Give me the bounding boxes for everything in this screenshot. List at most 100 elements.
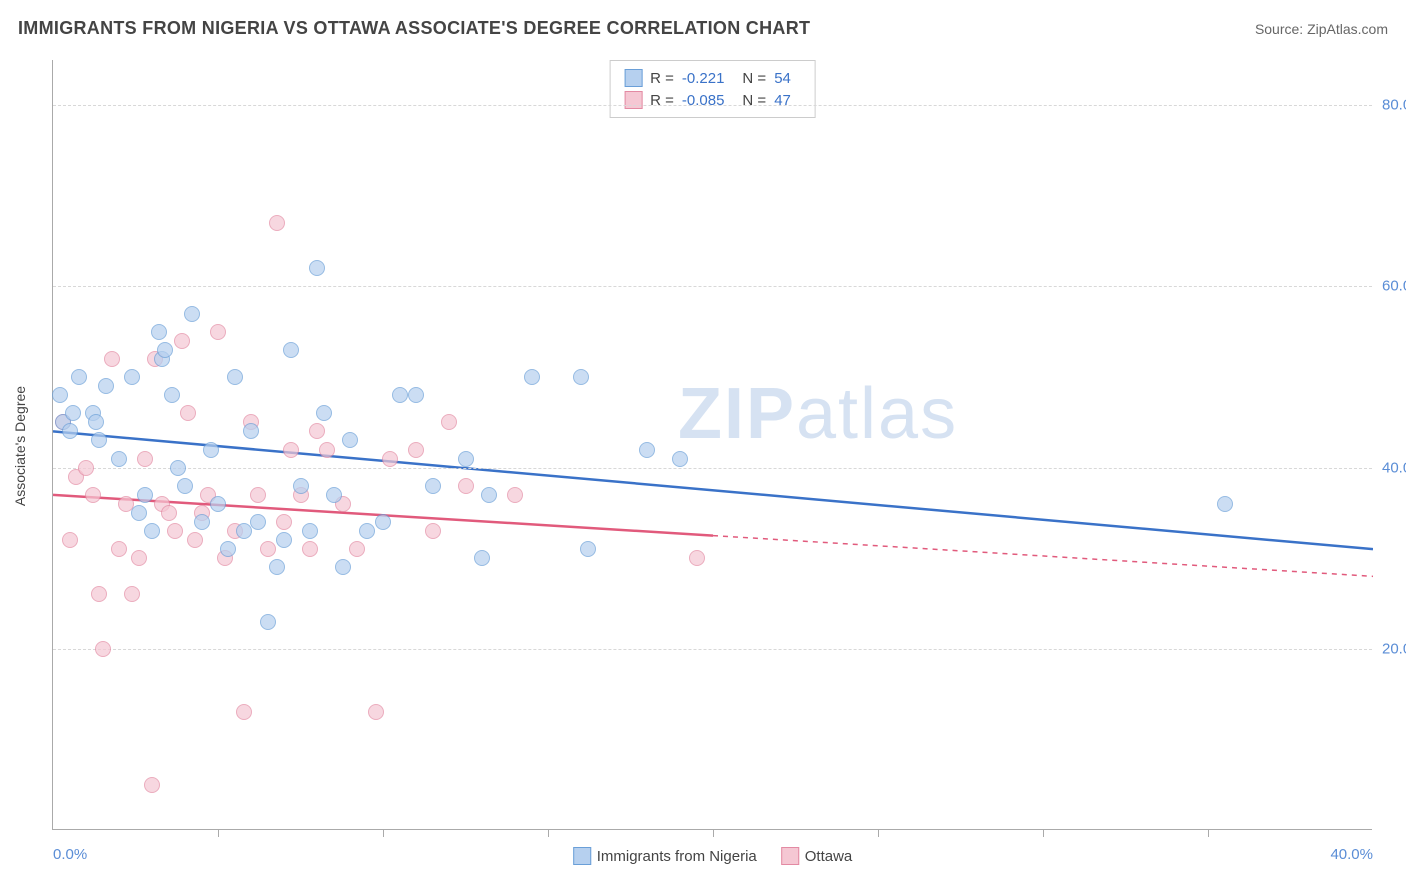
data-point-nigeria — [573, 369, 589, 385]
data-point-ottawa — [260, 541, 276, 557]
data-point-ottawa — [210, 324, 226, 340]
data-point-ottawa — [95, 641, 111, 657]
x-tick — [1208, 829, 1209, 837]
data-point-nigeria — [131, 505, 147, 521]
data-point-nigeria — [375, 514, 391, 530]
stats-panel: R = -0.221 N = 54 R =-0.085N =47 — [609, 60, 816, 118]
y-tick-label: 20.0% — [1382, 640, 1406, 657]
data-point-nigeria — [408, 387, 424, 403]
gridline — [53, 468, 1372, 469]
data-point-ottawa — [104, 351, 120, 367]
watermark-light: atlas — [796, 374, 958, 454]
data-point-ottawa — [78, 460, 94, 476]
data-point-nigeria — [98, 378, 114, 394]
legend-swatch — [624, 91, 642, 109]
data-point-ottawa — [458, 478, 474, 494]
data-point-nigeria — [170, 460, 186, 476]
x-tick — [383, 829, 384, 837]
data-point-nigeria — [425, 478, 441, 494]
data-point-nigeria — [203, 442, 219, 458]
legend-item: Immigrants from Nigeria — [573, 847, 757, 865]
chart-container: IMMIGRANTS FROM NIGERIA VS OTTAWA ASSOCI… — [0, 0, 1406, 892]
data-point-nigeria — [124, 369, 140, 385]
data-point-nigeria — [1217, 496, 1233, 512]
legend-item: Ottawa — [781, 847, 853, 865]
data-point-nigeria — [293, 478, 309, 494]
data-point-ottawa — [425, 523, 441, 539]
data-point-nigeria — [157, 342, 173, 358]
data-point-nigeria — [151, 324, 167, 340]
x-tick — [1043, 829, 1044, 837]
gridline — [53, 286, 1372, 287]
data-point-nigeria — [335, 559, 351, 575]
x-tick — [218, 829, 219, 837]
data-point-ottawa — [137, 451, 153, 467]
data-point-nigeria — [481, 487, 497, 503]
data-point-ottawa — [250, 487, 266, 503]
data-point-nigeria — [302, 523, 318, 539]
x-tick — [713, 829, 714, 837]
data-point-ottawa — [131, 550, 147, 566]
data-point-ottawa — [408, 442, 424, 458]
r-value: -0.221 — [682, 70, 725, 87]
data-point-ottawa — [161, 505, 177, 521]
data-point-nigeria — [276, 532, 292, 548]
data-point-nigeria — [144, 523, 160, 539]
gridline — [53, 649, 1372, 650]
data-point-nigeria — [184, 306, 200, 322]
legend-bottom: Immigrants from Nigeria Ottawa — [573, 847, 853, 865]
data-point-nigeria — [316, 405, 332, 421]
data-point-ottawa — [167, 523, 183, 539]
y-tick-label: 80.0% — [1382, 97, 1406, 114]
data-point-ottawa — [236, 704, 252, 720]
data-point-nigeria — [177, 478, 193, 494]
data-point-ottawa — [269, 215, 285, 231]
legend-swatch — [624, 69, 642, 87]
data-point-ottawa — [319, 442, 335, 458]
data-point-ottawa — [689, 550, 705, 566]
header-row: IMMIGRANTS FROM NIGERIA VS OTTAWA ASSOCI… — [18, 18, 1388, 39]
gridline — [53, 105, 1372, 106]
data-point-ottawa — [276, 514, 292, 530]
legend-swatch — [573, 847, 591, 865]
data-point-nigeria — [326, 487, 342, 503]
x-tick — [548, 829, 549, 837]
data-point-nigeria — [111, 451, 127, 467]
trendline-dashed-ottawa — [713, 536, 1373, 577]
r-label: R = — [650, 70, 674, 87]
data-point-ottawa — [187, 532, 203, 548]
legend-swatch — [781, 847, 799, 865]
watermark-bold: ZIP — [678, 374, 796, 454]
data-point-nigeria — [392, 387, 408, 403]
plot-area: ZIPatlas R =-0.221N =54R =-0.085N =47 Im… — [52, 60, 1372, 830]
data-point-nigeria — [71, 369, 87, 385]
data-point-ottawa — [349, 541, 365, 557]
data-point-nigeria — [269, 559, 285, 575]
data-point-ottawa — [144, 777, 160, 793]
x-tick-label: 40.0% — [1330, 846, 1373, 863]
data-point-nigeria — [580, 541, 596, 557]
data-point-ottawa — [368, 704, 384, 720]
data-point-ottawa — [180, 405, 196, 421]
n-value: 54 — [774, 70, 791, 87]
legend-label: Ottawa — [805, 848, 853, 865]
data-point-nigeria — [220, 541, 236, 557]
y-tick-label: 40.0% — [1382, 459, 1406, 476]
data-point-nigeria — [342, 432, 358, 448]
data-point-nigeria — [210, 496, 226, 512]
data-point-nigeria — [524, 369, 540, 385]
y-axis-label: Associate's Degree — [12, 386, 28, 506]
data-point-nigeria — [137, 487, 153, 503]
data-point-nigeria — [639, 442, 655, 458]
data-point-nigeria — [672, 451, 688, 467]
stats-row: R =-0.085N =47 — [624, 89, 801, 111]
data-point-ottawa — [441, 414, 457, 430]
x-tick-label: 0.0% — [53, 846, 87, 863]
chart-title: IMMIGRANTS FROM NIGERIA VS OTTAWA ASSOCI… — [18, 18, 810, 39]
data-point-ottawa — [91, 586, 107, 602]
data-point-ottawa — [62, 532, 78, 548]
data-point-nigeria — [283, 342, 299, 358]
data-point-ottawa — [382, 451, 398, 467]
n-label: N = — [742, 70, 766, 87]
data-point-ottawa — [309, 423, 325, 439]
